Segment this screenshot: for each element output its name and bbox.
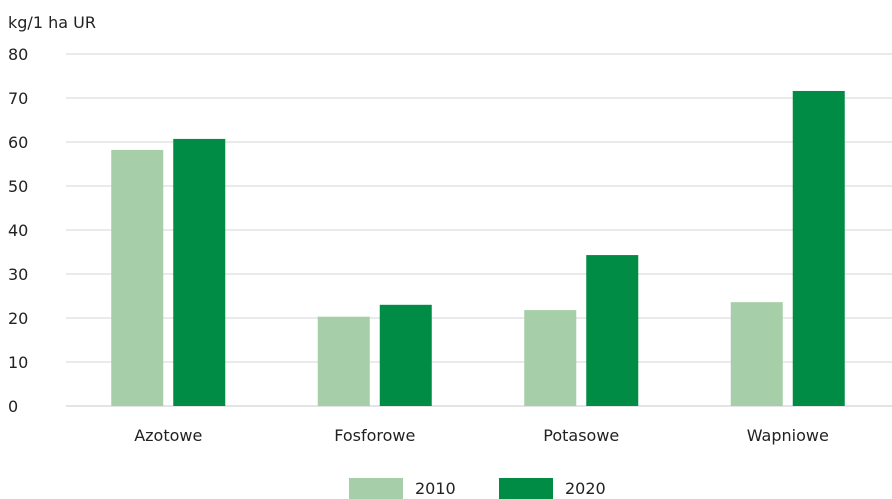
y-tick-label: 40 bbox=[8, 221, 28, 240]
x-axis-category-labels: Azotowe Fosforowe Potasowe Wapniowe bbox=[134, 426, 829, 445]
y-tick-label: 50 bbox=[8, 177, 28, 196]
x-category-label: Potasowe bbox=[543, 426, 619, 445]
bar-fosforowe-2010 bbox=[317, 316, 370, 406]
x-category-label: Wapniowe bbox=[747, 426, 829, 445]
y-tick-label: 30 bbox=[8, 265, 28, 284]
x-category-label: Azotowe bbox=[134, 426, 202, 445]
legend-swatch-2010 bbox=[349, 478, 403, 499]
legend-swatch-2020 bbox=[499, 478, 553, 499]
bar-fosforowe-2020 bbox=[379, 304, 432, 406]
bars bbox=[111, 90, 845, 407]
x-category-label: Fosforowe bbox=[334, 426, 415, 445]
y-tick-label: 10 bbox=[8, 353, 28, 372]
bar-potasowe-2020 bbox=[586, 255, 639, 406]
y-tick-label: 60 bbox=[8, 133, 28, 152]
legend: 2010 2020 bbox=[349, 478, 606, 499]
y-tick-label: 70 bbox=[8, 89, 28, 108]
bar-azotowe-2020 bbox=[173, 138, 226, 407]
bar-potasowe-2010 bbox=[524, 310, 577, 406]
y-tick-label: 0 bbox=[8, 397, 18, 416]
y-tick-label: 20 bbox=[8, 309, 28, 328]
legend-label: 2020 bbox=[565, 479, 606, 498]
bar-wapniowe-2010 bbox=[730, 302, 783, 406]
bar-wapniowe-2020 bbox=[792, 90, 845, 407]
y-axis-unit-label: kg/1 ha UR bbox=[8, 13, 96, 32]
y-tick-label: 80 bbox=[8, 45, 28, 64]
bar-azotowe-2010 bbox=[111, 149, 164, 407]
legend-label: 2010 bbox=[415, 479, 456, 498]
y-axis-tick-labels: 0 10 20 30 40 50 60 70 80 bbox=[8, 45, 28, 416]
